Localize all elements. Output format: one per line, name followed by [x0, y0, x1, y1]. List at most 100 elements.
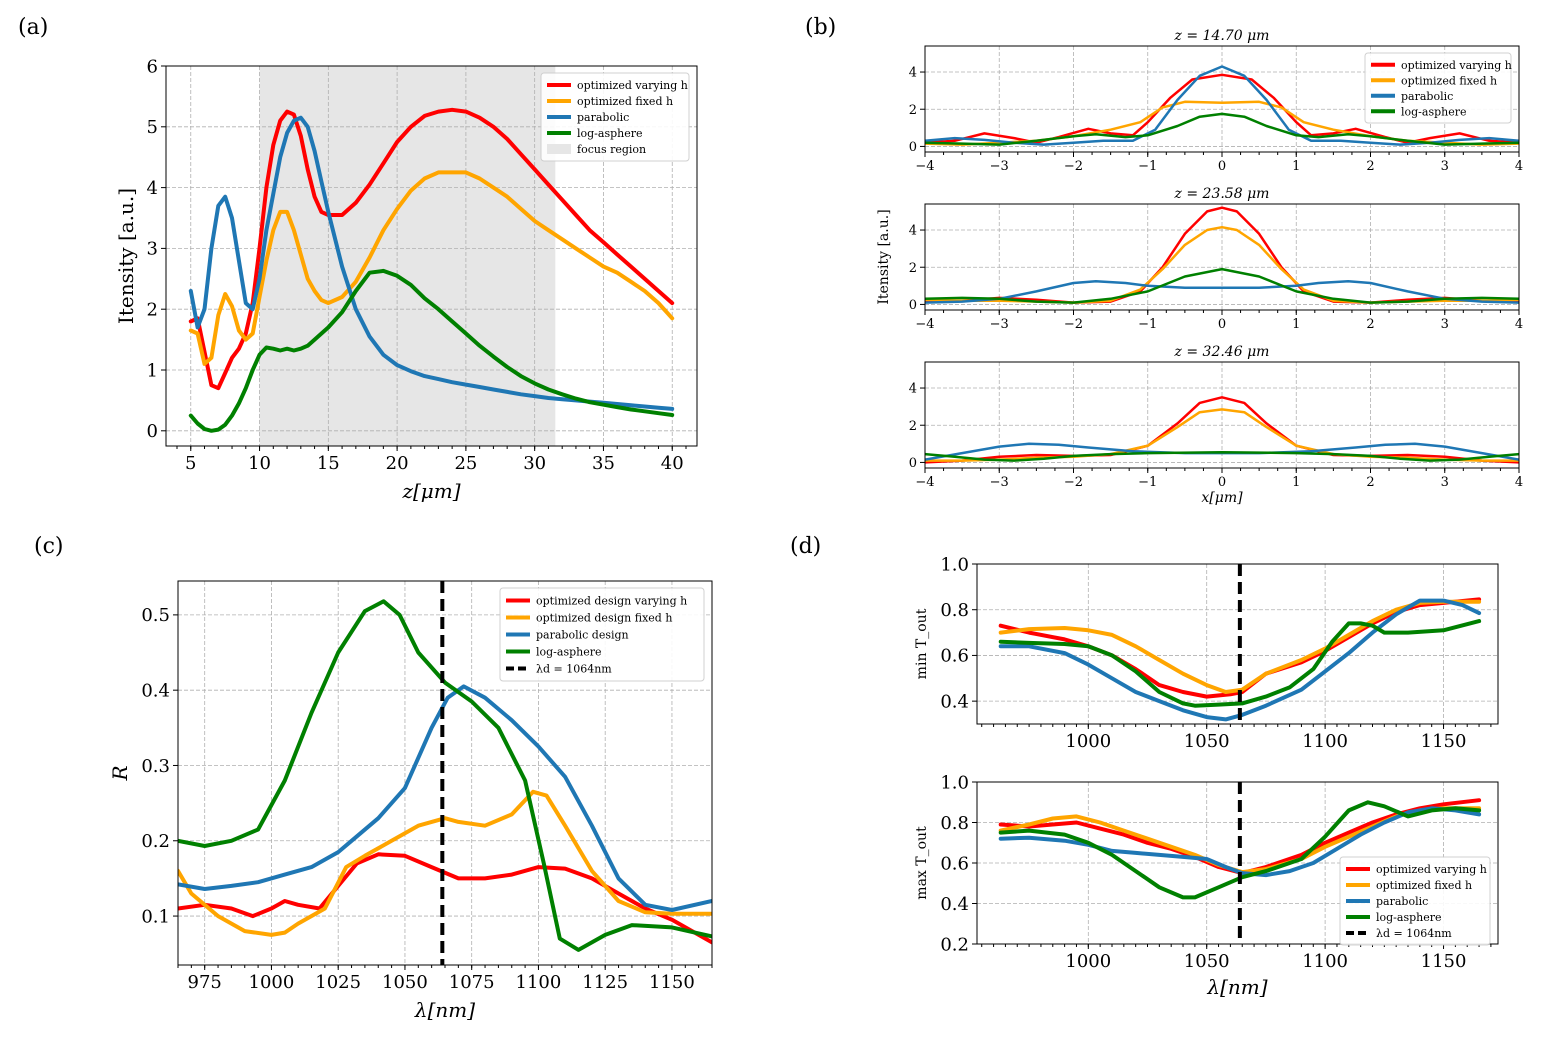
x-tick-label: −4: [915, 159, 934, 174]
x-tick-label: 1025: [315, 972, 361, 993]
x-tick-label: 3: [1441, 475, 1449, 490]
x-tick-label: 1150: [1421, 951, 1467, 972]
legend-label: log-asphere: [577, 127, 643, 140]
series-line-optimized-varying-h: [925, 396, 1519, 464]
subplot-b-2: −4 −3 −2 −1 0 1 2 3 4 0 2 4 z = 23.58 μm: [909, 186, 1523, 332]
y-tick-label: 0.6: [940, 646, 969, 667]
panel-label-b: (b): [805, 15, 836, 40]
y-tick-label: 2: [909, 261, 917, 276]
legend-label: optimized fixed h: [577, 95, 673, 108]
x-axis-label: x[μm]: [1201, 490, 1243, 506]
y-axis-label: Itensity [a.u.]: [876, 209, 892, 304]
x-tick-label: 1: [1292, 317, 1300, 332]
legend-label: optimized fixed h: [1401, 74, 1497, 87]
x-tick-label: 15: [317, 453, 340, 474]
y-tick-label: 2: [909, 103, 917, 118]
panel-label-c: (c): [34, 534, 64, 559]
y-tick-label: 0: [909, 456, 917, 471]
series-line-optimized-design-varying-h: [178, 852, 712, 945]
legend-swatch: [547, 144, 571, 154]
subplot-title: z = 23.58 μm: [1174, 186, 1270, 202]
legend-label: optimized varying h: [577, 79, 688, 92]
series-line-optimized-fixed-h: [998, 599, 1482, 694]
x-axis-label: z[μm]: [401, 479, 460, 503]
subplot-b-3: −4 −3 −2 −1 0 1 2 3 4 0 2 4 z = 32.46 μm: [909, 344, 1523, 490]
x-tick-label: 1125: [582, 972, 628, 993]
series-line-optimized-fixed-h: [925, 408, 1519, 462]
subplot-title: z = 14.70 μm: [1174, 28, 1270, 44]
y-tick-label: 2: [909, 419, 917, 434]
series-line-log-asphere: [925, 112, 1519, 146]
x-tick-label: 1100: [516, 972, 562, 993]
x-tick-label: 1000: [1065, 951, 1111, 972]
x-tick-label: 2: [1366, 159, 1374, 174]
x-tick-label: 1050: [1184, 731, 1230, 752]
x-tick-label: 5: [185, 453, 196, 474]
y-axis-label: Itensity [a.u.]: [114, 188, 138, 324]
y-axis-label: R: [108, 765, 132, 781]
y-tick-label: 1.0: [940, 554, 969, 575]
panel-b: −4 −3 −2 −1 0 1 2 3 4 0 2 4 z = 14.70 μm optimized va…: [876, 28, 1523, 506]
x-tick-label: 35: [592, 453, 615, 474]
x-tick-label: 1150: [649, 972, 695, 993]
legend-label: optimized design varying h: [536, 595, 687, 608]
x-tick-label: 3: [1441, 159, 1449, 174]
x-tick-label: 1075: [449, 972, 495, 993]
subplot-d-2: 1000 1050 1100 1150 0.2 0.4 0.6 0.8 1.0 max T_out…: [914, 772, 1499, 972]
x-tick-label: −1: [1138, 317, 1157, 332]
x-tick-label: 1: [1292, 475, 1300, 490]
subplot-title: z = 32.46 μm: [1174, 344, 1270, 360]
x-tick-label: −3: [990, 475, 1009, 490]
y-tick-label: 0.2: [940, 934, 969, 955]
legend-box: [1339, 856, 1491, 946]
series-line-parabolic: [998, 598, 1482, 722]
x-tick-label: 40: [661, 453, 684, 474]
panel-a: 5 10 15 20 25 30 35 40 0 1 2 3 4 5 6 optimized varying …: [114, 56, 698, 503]
series-line-parabolic: [188, 115, 675, 411]
y-tick-label: 0.2: [141, 831, 170, 852]
x-tick-label: 1000: [249, 972, 295, 993]
x-tick-label: 30: [523, 453, 546, 474]
series-group: [925, 206, 1519, 304]
x-tick-label: 4: [1515, 317, 1523, 332]
y-tick-label: 0.8: [940, 813, 969, 834]
legend-label: log-asphere: [1401, 105, 1467, 118]
x-tick-label: 10: [248, 453, 271, 474]
y-tick-label: 4: [909, 66, 917, 81]
legend-label: optimized varying h: [1376, 863, 1487, 876]
series-line-parabolic: [925, 65, 1519, 146]
x-tick-label: 1: [1292, 159, 1300, 174]
y-tick-label: 5: [147, 117, 158, 138]
legend-label: log-asphere: [1376, 911, 1442, 924]
y-tick-label: 4: [147, 178, 158, 199]
y-tick-label: 3: [147, 239, 158, 260]
legend-label: log-asphere: [536, 646, 602, 659]
series-group: [998, 597, 1482, 722]
series-line-log-asphere: [998, 619, 1482, 708]
y-tick-label: 0: [909, 298, 917, 313]
y-tick-label: 0.6: [940, 853, 969, 874]
x-tick-label: 4: [1515, 159, 1523, 174]
panel-label-d: (d): [790, 534, 821, 559]
y-tick-label: 0.4: [141, 680, 170, 701]
x-tick-label: 3: [1441, 317, 1449, 332]
panel-c: 975 1000 1025 1050 1075 1100 1125 1150 0.1 0.2 0.3…: [108, 580, 713, 1022]
subplot-b-1: −4 −3 −2 −1 0 1 2 3 4 0 2 4 z = 14.70 μm optimized va…: [909, 28, 1523, 174]
y-tick-label: 0.8: [940, 600, 969, 621]
series-line-optimized-design-fixed-h: [178, 789, 712, 937]
legend-label: λd = 1064nm: [536, 663, 612, 676]
y-tick-label: 0.3: [141, 756, 170, 777]
x-tick-label: −3: [990, 317, 1009, 332]
x-tick-label: 1100: [1302, 951, 1348, 972]
legend-box: [540, 72, 690, 162]
y-tick-label: 0.1: [141, 906, 170, 927]
y-tick-label: 2: [147, 300, 158, 321]
subplot-d-1: 1000 1050 1100 1150 0.4 0.6 0.8 1.0 min T_out: [914, 554, 1499, 752]
y-tick-label: 0: [147, 421, 158, 442]
series-group: [188, 107, 675, 433]
y-tick-label: 1.0: [940, 772, 969, 793]
panel-label-a: (a): [18, 15, 48, 40]
x-tick-label: 1050: [382, 972, 428, 993]
x-tick-label: 0: [1218, 317, 1226, 332]
